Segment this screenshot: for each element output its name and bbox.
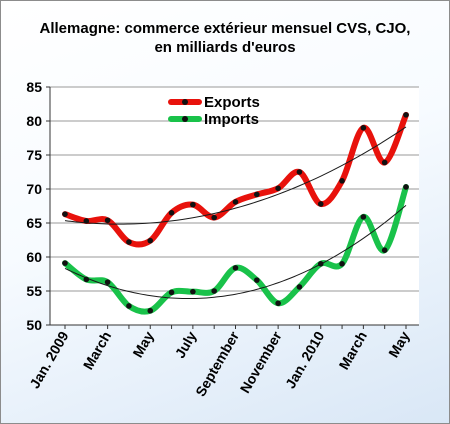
- exports-point: [147, 237, 154, 244]
- exports-point: [83, 218, 90, 224]
- imports-point: [190, 288, 196, 295]
- chart-title-line-1: Allemagne: commerce extérieur mensuel CV…: [39, 20, 411, 37]
- chart-title: Allemagne: commerce extérieur mensuel CV…: [1, 19, 449, 57]
- x-tick-label: Jan. 2010: [282, 328, 327, 391]
- exports-point: [317, 201, 324, 207]
- exports-point: [381, 159, 388, 166]
- exports-point: [296, 169, 303, 175]
- x-tick-label: September: [192, 328, 242, 399]
- imports-point: [403, 184, 409, 190]
- exports-point: [168, 210, 175, 216]
- legend-exports-marker: [182, 99, 188, 105]
- legend-imports-label: Imports: [204, 111, 259, 128]
- chart-title-line-2: en milliards d'euros: [154, 39, 296, 56]
- exports-point: [275, 185, 281, 192]
- imports-point: [275, 300, 281, 307]
- exports-point: [360, 125, 367, 131]
- y-tick-label: 60: [26, 249, 42, 265]
- exports-point: [190, 201, 196, 208]
- exports-point: [104, 217, 111, 224]
- x-tick-label: March: [80, 329, 114, 373]
- imports-point: [339, 261, 345, 267]
- exports-trendline: [64, 126, 407, 225]
- imports-point: [147, 307, 154, 314]
- x-tick-label: May: [129, 328, 157, 360]
- exports-point: [403, 112, 409, 118]
- imports-point: [296, 284, 303, 290]
- y-tick-label: 50: [26, 317, 42, 333]
- imports-trendline: [64, 204, 407, 300]
- imports-point: [83, 276, 90, 283]
- imports-point: [104, 279, 111, 285]
- imports-point: [232, 265, 239, 271]
- exports-point: [126, 239, 132, 245]
- y-tick-label: 85: [26, 79, 42, 95]
- x-tick-label: November: [237, 328, 285, 396]
- y-tick-label: 70: [26, 181, 42, 197]
- imports-point: [254, 277, 260, 283]
- y-tick-label: 75: [26, 147, 42, 163]
- x-tick-label: Jan. 2009: [26, 328, 71, 391]
- x-tick-label: July: [172, 328, 200, 360]
- exports-point: [254, 191, 260, 198]
- exports-point: [211, 214, 217, 221]
- imports-point: [317, 261, 324, 267]
- exports-point: [339, 178, 345, 184]
- imports-point: [62, 260, 68, 266]
- x-tick-label: May: [385, 328, 413, 360]
- legend-exports-label: Exports: [204, 94, 260, 111]
- imports-point: [211, 288, 217, 294]
- legend-imports-marker: [182, 116, 188, 122]
- exports-point: [232, 199, 239, 205]
- imports-point: [381, 247, 388, 253]
- exports-point: [62, 211, 68, 217]
- y-tick-label: 65: [26, 215, 42, 231]
- imports-point: [360, 214, 367, 220]
- x-tick-label: March: [335, 329, 369, 373]
- y-tick-label: 55: [26, 283, 42, 299]
- imports-point: [126, 303, 132, 309]
- y-tick-label: 80: [26, 113, 42, 129]
- imports-point: [168, 289, 175, 296]
